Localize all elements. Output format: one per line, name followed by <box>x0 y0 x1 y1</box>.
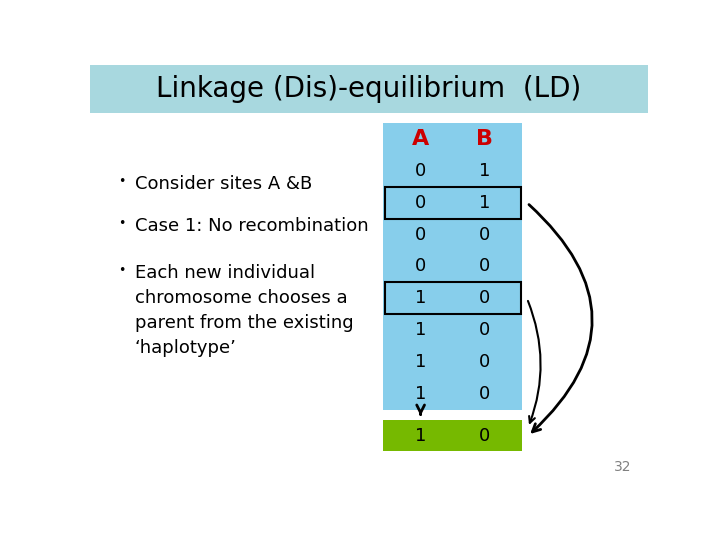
Text: 0: 0 <box>415 226 426 244</box>
Text: 1: 1 <box>415 321 426 339</box>
Text: 0: 0 <box>480 258 490 275</box>
Text: Consider sites A &B: Consider sites A &B <box>135 175 312 193</box>
Text: 1: 1 <box>415 385 426 403</box>
Text: 0: 0 <box>480 226 490 244</box>
Text: •: • <box>118 217 125 230</box>
Text: 1: 1 <box>479 162 490 180</box>
Text: B: B <box>477 129 493 149</box>
Text: 1: 1 <box>415 353 426 371</box>
Text: 1: 1 <box>415 427 426 445</box>
Text: 0: 0 <box>415 162 426 180</box>
Text: 0: 0 <box>480 385 490 403</box>
Text: 0: 0 <box>480 289 490 307</box>
Text: Each new individual
chromosome chooses a
parent from the existing
‘haplotype’: Each new individual chromosome chooses a… <box>135 265 354 357</box>
Bar <box>383 123 523 410</box>
Bar <box>90 65 648 113</box>
Text: Linkage (Dis)-equilibrium  (LD): Linkage (Dis)-equilibrium (LD) <box>156 75 582 103</box>
Bar <box>384 282 521 314</box>
Text: Case 1: No recombination: Case 1: No recombination <box>135 217 368 234</box>
Bar <box>384 187 521 219</box>
Text: 32: 32 <box>613 461 631 474</box>
Text: 1: 1 <box>479 194 490 212</box>
Text: A: A <box>412 129 429 149</box>
Text: 0: 0 <box>415 194 426 212</box>
Text: 0: 0 <box>480 353 490 371</box>
Text: 0: 0 <box>415 258 426 275</box>
Text: 1: 1 <box>415 289 426 307</box>
Text: •: • <box>118 175 125 188</box>
Text: 0: 0 <box>480 427 490 445</box>
Bar <box>383 420 523 451</box>
Text: 0: 0 <box>480 321 490 339</box>
Text: •: • <box>118 265 125 278</box>
